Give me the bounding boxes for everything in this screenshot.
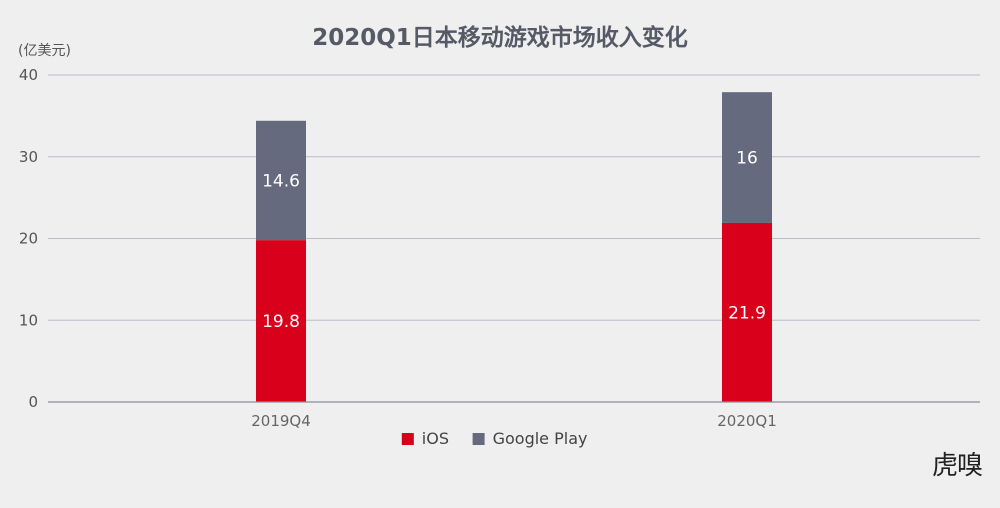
gridlines [48,74,980,321]
legend-swatch [401,433,414,445]
x-tick-label: 2019Q4 [251,412,311,430]
bar-segment [256,240,306,402]
legend-swatch [472,433,485,445]
chart-title: 2020Q1日本移动游戏市场收入变化 [312,24,688,51]
axes: 0 10 20 30 40 2019Q4 2020Q1 [19,66,980,430]
x-tick-label: 2020Q1 [717,412,777,430]
data-label: 16 [736,149,758,169]
legend: iOS Google Play [401,429,588,448]
legend-label: Google Play [493,429,588,448]
bars [256,92,772,402]
y-tick-label: 0 [28,393,38,411]
data-label: 14.6 [262,171,300,191]
bar-segment [722,222,772,402]
y-tick-label: 40 [19,66,38,84]
data-label: 21.9 [728,303,766,323]
y-tick-label: 20 [19,230,38,248]
y-tick-label: 10 [19,311,38,329]
legend-label: iOS [422,429,449,448]
y-axis-unit-label: (亿美元) [18,43,71,59]
data-label: 19.8 [262,312,300,332]
data-labels: 19.8 14.6 21.9 16 [262,149,766,333]
watermark-logo: 虎嗅 [931,451,983,481]
bar-segment [256,120,306,241]
bar-segment [722,92,772,223]
y-tick-label: 30 [19,148,38,166]
